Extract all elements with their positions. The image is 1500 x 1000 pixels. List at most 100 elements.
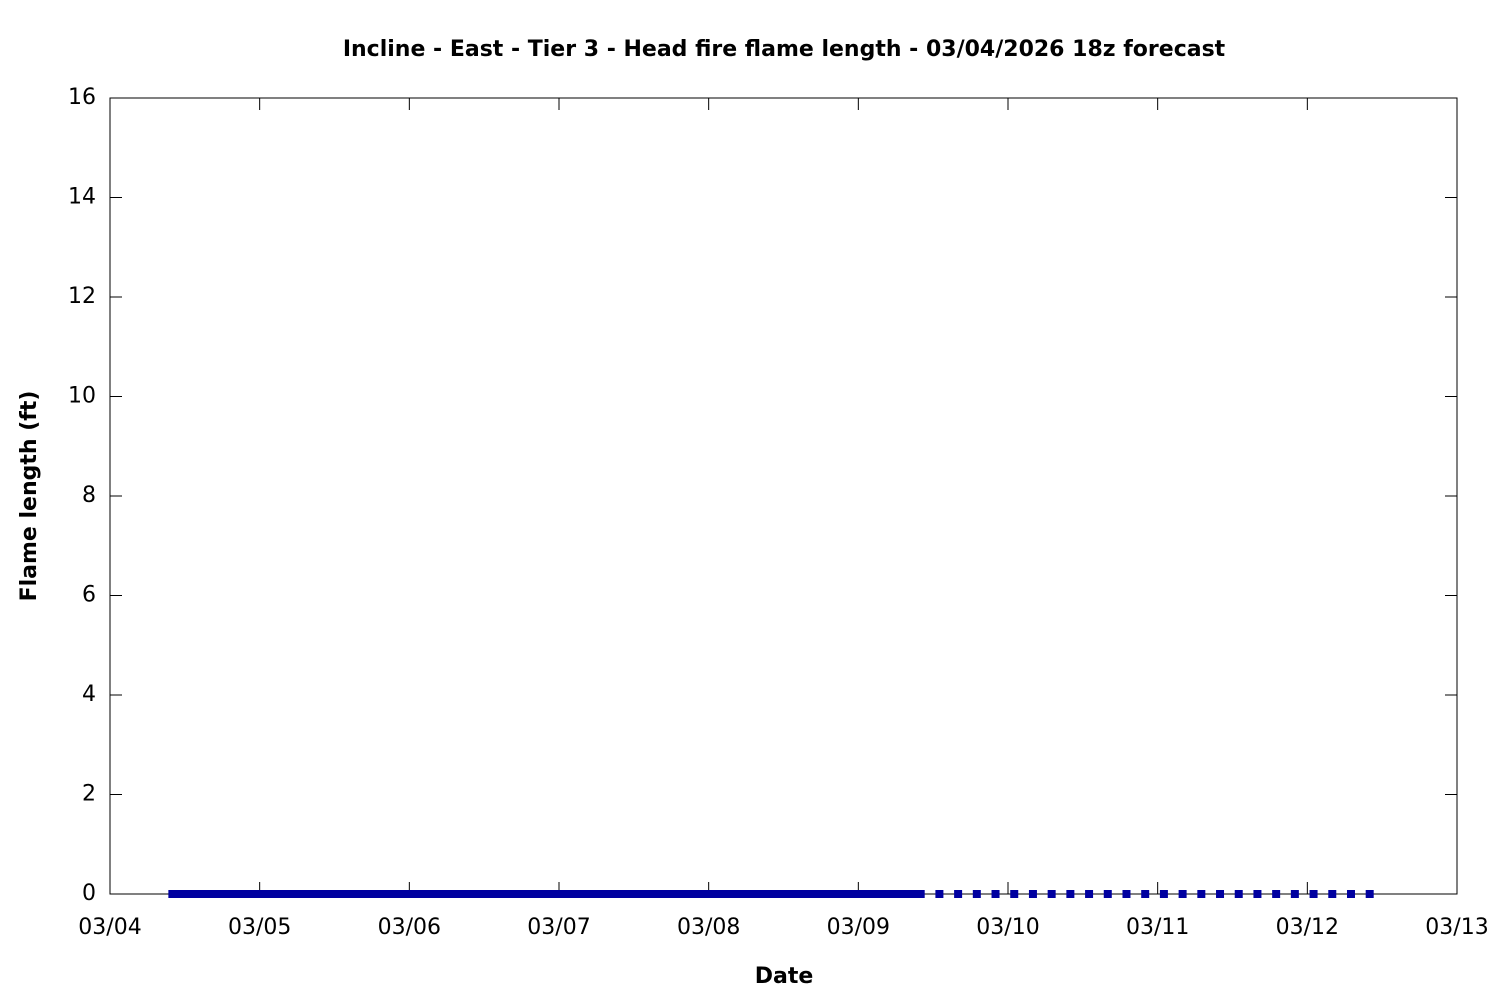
- data-point: [629, 890, 638, 898]
- data-point: [848, 890, 857, 898]
- data-point: [1234, 890, 1243, 898]
- y-tick-label: 12: [68, 284, 96, 309]
- data-point: [405, 890, 414, 898]
- data-point: [324, 890, 333, 898]
- data-point: [480, 890, 489, 898]
- data-point: [1346, 890, 1355, 898]
- data-point: [1365, 890, 1374, 898]
- x-tick-label: 03/09: [827, 915, 890, 940]
- data-point: [860, 890, 869, 898]
- data-point: [823, 890, 832, 898]
- data-point: [448, 890, 457, 898]
- data-point: [729, 890, 738, 898]
- data-point: [318, 890, 327, 898]
- y-tick-label: 10: [68, 384, 96, 409]
- data-point: [286, 890, 295, 898]
- data-point: [168, 890, 177, 898]
- data-point: [592, 890, 601, 898]
- y-tick-label: 14: [68, 185, 96, 210]
- data-point: [742, 890, 751, 898]
- data-point: [1290, 890, 1299, 898]
- data-point: [498, 890, 507, 898]
- data-point: [1272, 890, 1281, 898]
- data-point: [299, 890, 308, 898]
- data-point: [636, 890, 645, 898]
- data-point: [1066, 890, 1075, 898]
- data-point: [473, 890, 482, 898]
- data-point: [598, 890, 607, 898]
- data-point: [399, 890, 408, 898]
- data-point: [1216, 890, 1225, 898]
- data-point: [698, 890, 707, 898]
- data-point: [692, 890, 701, 898]
- data-point: [1103, 890, 1112, 898]
- x-tick-label: 03/07: [527, 915, 590, 940]
- data-point: [1122, 890, 1131, 898]
- data-point: [810, 890, 819, 898]
- data-point: [293, 890, 302, 898]
- data-point: [230, 890, 239, 898]
- data-point: [548, 890, 557, 898]
- data-point: [442, 890, 451, 898]
- data-point: [174, 890, 183, 898]
- data-point: [1178, 890, 1187, 898]
- data-point: [374, 890, 383, 898]
- data-point: [623, 890, 632, 898]
- data-point: [417, 890, 426, 898]
- data-point: [542, 890, 551, 898]
- data-point: [492, 890, 501, 898]
- data-point: [411, 890, 420, 898]
- data-point: [205, 890, 214, 898]
- data-point: [1085, 890, 1094, 898]
- data-point: [991, 890, 1000, 898]
- data-point: [511, 890, 520, 898]
- data-point: [355, 890, 364, 898]
- y-tick-label: 16: [68, 85, 96, 110]
- x-tick-label: 03/11: [1126, 915, 1189, 940]
- data-point: [455, 890, 464, 898]
- x-axis-label: Date: [755, 964, 814, 989]
- data-point: [268, 890, 277, 898]
- data-point: [1159, 890, 1168, 898]
- data-point: [243, 890, 252, 898]
- data-point: [249, 890, 258, 898]
- data-point: [916, 890, 925, 898]
- data-point: [972, 890, 981, 898]
- data-point: [1253, 890, 1262, 898]
- y-tick-label: 0: [82, 881, 96, 906]
- data-point: [654, 890, 663, 898]
- data-point: [430, 890, 439, 898]
- data-point: [236, 890, 245, 898]
- data-point: [779, 890, 788, 898]
- data-point: [261, 890, 270, 898]
- data-point: [710, 890, 719, 898]
- data-point: [760, 890, 769, 898]
- data-point: [536, 890, 545, 898]
- data-point: [785, 890, 794, 898]
- data-point: [361, 890, 370, 898]
- data-point: [555, 890, 563, 898]
- data-point: [523, 890, 532, 898]
- data-point: [829, 890, 838, 898]
- data-point: [704, 890, 713, 898]
- data-point: [767, 890, 776, 898]
- y-tick-label: 2: [82, 782, 96, 807]
- data-point: [274, 890, 283, 898]
- data-point: [424, 890, 433, 898]
- x-tick-label: 03/08: [677, 915, 740, 940]
- data-point: [841, 890, 850, 898]
- data-point: [212, 890, 221, 898]
- data-point: [604, 890, 613, 898]
- data-point: [897, 890, 906, 898]
- x-tick-label: 03/10: [976, 915, 1039, 940]
- data-point: [1010, 890, 1019, 898]
- data-point: [910, 890, 919, 898]
- data-point: [648, 890, 657, 898]
- data-point: [661, 890, 670, 898]
- data-point: [305, 890, 314, 898]
- data-point: [1047, 890, 1056, 898]
- data-point: [611, 890, 620, 898]
- data-point: [735, 890, 744, 898]
